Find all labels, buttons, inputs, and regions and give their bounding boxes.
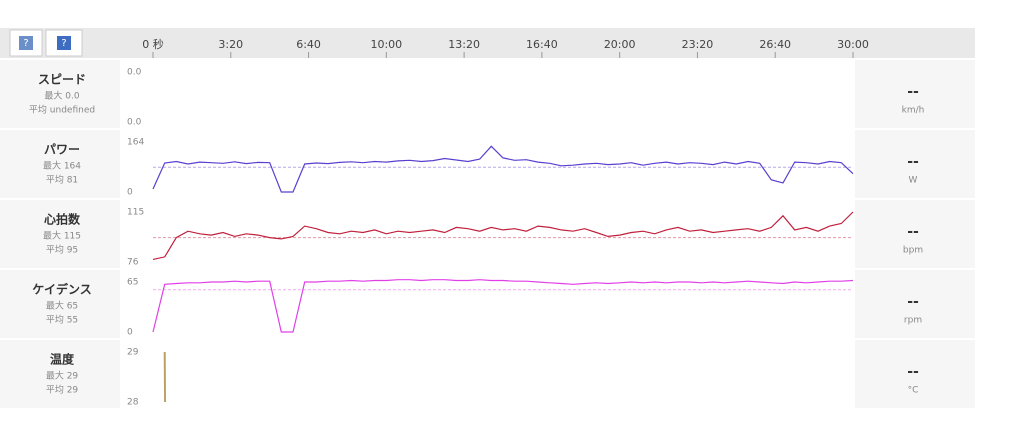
x-tick-label: 6:40 <box>296 38 321 51</box>
plot-area <box>122 60 853 128</box>
label-panel <box>0 270 120 338</box>
y-tick-label: 0.0 <box>127 68 142 78</box>
metric-max: 最大 29 <box>46 370 79 382</box>
y-tick-label: 164 <box>127 138 144 148</box>
value-panel <box>855 200 975 268</box>
current-value: -- <box>907 294 919 310</box>
metric-avg: 平均 81 <box>46 174 78 186</box>
label-panel <box>0 340 120 408</box>
x-tick-label: 20:00 <box>604 38 636 51</box>
metric-avg: 平均 undefined <box>29 104 95 116</box>
unit: W <box>909 176 918 186</box>
y-tick-label: 0 <box>127 328 133 338</box>
label-panel <box>0 130 120 198</box>
metric-title: 温度 <box>50 352 75 367</box>
y-tick-label: 0 <box>127 188 133 198</box>
plot-area <box>122 200 853 268</box>
data-line <box>152 145 854 193</box>
plot-area <box>122 130 853 198</box>
data-line <box>152 211 854 260</box>
x-tick-label: 26:40 <box>759 38 791 51</box>
help-text: ? <box>23 38 28 49</box>
metric-avg: 平均 95 <box>46 244 78 256</box>
x-tick-label: 23:20 <box>682 38 714 51</box>
current-value: -- <box>907 224 919 240</box>
unit: rpm <box>904 316 922 326</box>
toolbar-button[interactable] <box>45 29 83 57</box>
metric-max: 最大 115 <box>43 230 81 242</box>
value-panel <box>855 130 975 198</box>
metric-max: 最大 0.0 <box>44 90 79 102</box>
current-value: -- <box>907 154 919 170</box>
x-tick-label: 16:40 <box>526 38 558 51</box>
x-tick-label: 13:20 <box>448 38 480 51</box>
value-panel <box>855 60 975 128</box>
metric-avg: 平均 29 <box>46 384 79 396</box>
value-panel <box>855 270 975 338</box>
data-line <box>152 279 854 333</box>
metric-title: ケイデンス <box>32 282 92 297</box>
value-panel <box>855 340 975 408</box>
y-tick-label: 65 <box>127 278 138 288</box>
metric-title: パワー <box>44 143 80 157</box>
x-tick-label: 10:00 <box>370 38 402 51</box>
y-tick-label: 29 <box>127 348 139 358</box>
x-tick-label: 0 秒 <box>142 37 164 51</box>
current-value: -- <box>907 84 919 100</box>
label-panel <box>0 200 120 268</box>
data-line <box>163 351 166 403</box>
unit: bpm <box>903 246 923 256</box>
unit: km/h <box>902 106 925 116</box>
help-icon <box>19 36 33 50</box>
metric-avg: 平均 55 <box>46 314 78 326</box>
metric-title: スピード <box>38 73 86 87</box>
y-tick-label: 76 <box>127 258 139 268</box>
plot-area <box>122 340 853 408</box>
header-bar <box>0 28 975 58</box>
help-text: ? <box>61 38 66 49</box>
unit: °C <box>908 386 919 396</box>
metric-max: 最大 65 <box>46 300 78 312</box>
y-tick-label: 28 <box>127 398 139 408</box>
y-tick-label: 0.0 <box>127 118 142 128</box>
help-icon <box>57 36 71 50</box>
label-panel <box>0 60 120 128</box>
x-tick-label: 30:00 <box>837 38 869 51</box>
current-value: -- <box>907 364 919 380</box>
x-tick-label: 3:20 <box>218 38 243 51</box>
metric-max: 最大 164 <box>43 160 81 172</box>
metric-title: 心拍数 <box>44 212 81 227</box>
y-tick-label: 115 <box>127 208 144 218</box>
